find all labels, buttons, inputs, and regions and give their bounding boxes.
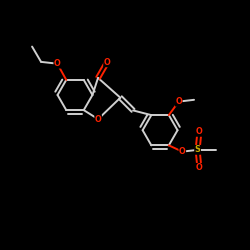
Text: O: O — [95, 114, 102, 124]
Text: O: O — [196, 163, 203, 172]
Text: O: O — [54, 59, 61, 68]
Text: O: O — [179, 147, 186, 156]
Text: S: S — [195, 145, 200, 154]
Text: O: O — [196, 127, 203, 136]
Text: O: O — [104, 58, 110, 67]
Text: O: O — [175, 97, 182, 106]
